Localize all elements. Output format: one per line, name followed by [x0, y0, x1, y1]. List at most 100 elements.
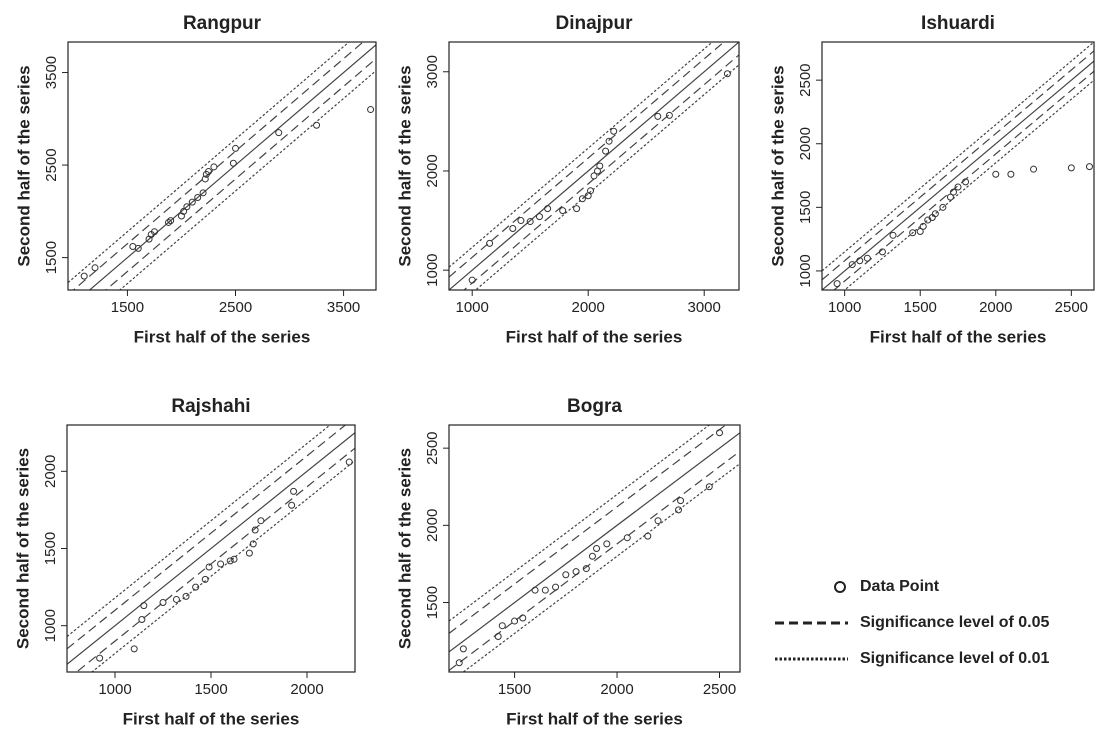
data-point — [605, 137, 613, 145]
identity-line — [67, 432, 355, 665]
data-point — [275, 129, 283, 137]
data-point — [140, 602, 148, 610]
significance-line — [449, 42, 714, 268]
data-point — [130, 645, 138, 653]
data-point — [511, 617, 519, 625]
chart-title: Bogra — [567, 396, 622, 417]
data-point — [603, 540, 611, 548]
plot-frame — [821, 41, 1095, 291]
data-point — [954, 183, 962, 191]
data-point — [623, 534, 631, 542]
data-point — [949, 188, 957, 196]
plot-frame — [67, 41, 377, 291]
data-point — [232, 144, 240, 152]
data-point — [229, 159, 237, 167]
identity-line — [88, 44, 376, 290]
data-point — [494, 632, 502, 640]
data-point — [167, 217, 175, 225]
data-point — [251, 526, 259, 534]
x-tick-label: 1500 — [904, 299, 937, 316]
data-point — [313, 121, 321, 129]
x-tick-label: 1000 — [98, 681, 131, 698]
y-tick-label: 2000 — [424, 509, 441, 542]
data-point — [559, 207, 567, 215]
data-point — [201, 175, 209, 183]
legend-label: Significance level of 0.01 — [860, 650, 1050, 667]
x-axis-label: First half of the series — [870, 327, 1047, 346]
significance-line — [462, 463, 740, 672]
y-tick-label: 2000 — [797, 127, 814, 160]
data-point — [716, 429, 724, 437]
x-axis-label: First half of the series — [134, 327, 311, 346]
data-point — [230, 555, 238, 563]
legend-label: Significance level of 0.05 — [860, 614, 1050, 631]
y-axis-label: Second half of the series — [395, 448, 414, 649]
significance-line — [449, 425, 727, 634]
x-tick-label: 3000 — [688, 299, 721, 316]
y-tick-label: 1000 — [42, 609, 59, 642]
data-point — [535, 213, 543, 221]
data-point — [204, 168, 212, 176]
data-point — [192, 583, 200, 591]
data-point — [245, 549, 253, 557]
chart-title: Rangpur — [183, 13, 262, 34]
data-point — [644, 532, 652, 540]
data-point — [582, 565, 590, 573]
y-tick-label: 2500 — [43, 148, 60, 181]
data-point — [498, 622, 506, 630]
data-point — [596, 162, 604, 170]
y-axis-label: Second half of the series — [13, 448, 32, 649]
y-tick-label: 1000 — [797, 254, 814, 287]
plot-area — [67, 425, 355, 672]
data-point — [468, 276, 476, 284]
legend-label: Data Point — [860, 578, 940, 595]
data-point — [573, 205, 581, 213]
x-tick-label: 2500 — [1055, 299, 1088, 316]
data-point — [159, 599, 167, 607]
y-tick-label: 3000 — [424, 55, 441, 88]
data-point — [1067, 164, 1075, 172]
significance-line — [104, 58, 376, 290]
data-point — [183, 203, 191, 211]
chart-title: Ishuardi — [921, 13, 995, 34]
plot-area — [822, 42, 1094, 290]
data-point — [848, 261, 856, 269]
data-point — [182, 592, 190, 600]
data-point — [587, 187, 595, 195]
data-point — [946, 193, 954, 201]
data-point — [677, 497, 685, 505]
y-tick-label: 2000 — [424, 154, 441, 187]
data-point — [199, 189, 207, 197]
data-point — [517, 217, 525, 225]
data-point — [572, 568, 580, 576]
x-tick-label: 2000 — [572, 299, 605, 316]
y-axis-label: Second half of the series — [768, 65, 787, 266]
data-point — [889, 231, 897, 239]
data-point — [863, 254, 871, 262]
data-point — [188, 198, 196, 206]
plot-frame — [448, 41, 740, 291]
y-tick-label: 1500 — [797, 191, 814, 224]
significance-line — [449, 42, 725, 278]
data-point — [531, 586, 539, 594]
data-point — [1030, 165, 1038, 173]
y-tick-label: 2000 — [42, 455, 59, 488]
x-axis-label: First half of the series — [506, 327, 683, 346]
significance-line — [72, 42, 364, 290]
data-point — [290, 487, 298, 495]
x-axis-label: First half of the series — [506, 709, 683, 728]
data-point — [249, 540, 257, 548]
y-tick-label: 1500 — [43, 241, 60, 274]
data-point — [962, 178, 970, 186]
x-tick-label: 2000 — [600, 681, 633, 698]
plot-frame — [448, 424, 741, 673]
plot-area — [449, 42, 739, 290]
x-axis-label: First half of the series — [123, 709, 300, 728]
data-point — [916, 227, 924, 235]
x-tick-label: 1000 — [828, 299, 861, 316]
significance-line — [449, 450, 740, 671]
significance-line — [68, 42, 350, 284]
data-point — [210, 163, 218, 171]
data-point — [590, 172, 598, 180]
significance-line — [822, 42, 1094, 272]
